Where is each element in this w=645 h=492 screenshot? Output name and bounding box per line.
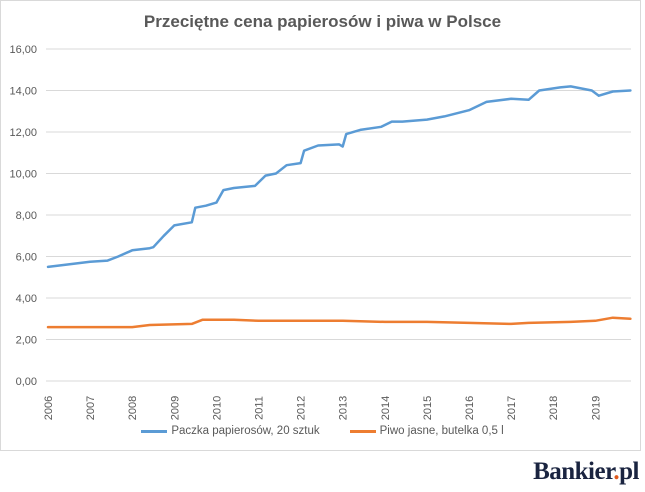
legend-swatch-cigarettes bbox=[141, 429, 168, 433]
x-tick-label: 2009 bbox=[169, 396, 181, 420]
x-tick-label: 2013 bbox=[338, 396, 350, 420]
y-tick-label: 0,00 bbox=[16, 376, 37, 388]
y-tick-label: 12,00 bbox=[9, 127, 37, 139]
bankier-logo: Bankier.pl bbox=[533, 458, 639, 485]
legend-swatch-beer bbox=[349, 429, 376, 433]
x-tick-label: 2018 bbox=[548, 396, 560, 420]
y-tick-label: 2,00 bbox=[16, 335, 37, 347]
x-tick-label: 2011 bbox=[254, 396, 266, 420]
series-line-cigarettes bbox=[46, 85, 632, 269]
chart-title: Przeciętne cena papierosów i piwa w Pols… bbox=[143, 12, 502, 31]
y-tick-label: 16,00 bbox=[9, 44, 37, 56]
y-tick-label: 10,00 bbox=[9, 169, 37, 181]
x-tick-label: 2010 bbox=[211, 396, 223, 420]
series-line-beer bbox=[46, 316, 632, 329]
x-tick-label: 2014 bbox=[380, 396, 392, 420]
y-tick-label: 14,00 bbox=[9, 86, 37, 98]
chart-frame bbox=[0, 0, 641, 451]
x-tick-label: 2012 bbox=[296, 396, 308, 420]
x-tick-label: 2007 bbox=[85, 396, 97, 420]
x-tick-label: 2008 bbox=[127, 396, 139, 420]
y-tick-label: 8,00 bbox=[16, 210, 37, 222]
legend-label-cigarettes: Paczka papierosów, 20 sztuk bbox=[171, 425, 320, 437]
legend: Paczka papierosów, 20 sztuk Piwo jasne, … bbox=[0, 425, 645, 437]
x-tick-label: 2016 bbox=[464, 396, 476, 420]
x-tick-label: 2019 bbox=[590, 396, 602, 420]
y-tick-label: 6,00 bbox=[16, 252, 37, 264]
y-tick-label: 4,00 bbox=[16, 293, 37, 305]
legend-label-beer: Piwo jasne, butelka 0,5 l bbox=[379, 425, 504, 437]
legend-item-cigarettes: Paczka papierosów, 20 sztuk bbox=[141, 425, 320, 437]
x-tick-label: 2017 bbox=[506, 396, 518, 420]
legend-item-beer: Piwo jasne, butelka 0,5 l bbox=[349, 425, 504, 437]
x-tick-label: 2006 bbox=[43, 396, 55, 420]
x-tick-label: 2015 bbox=[422, 396, 434, 420]
line-chart: 0,00 2,00 4,00 6,00 8,00 10,00 12,00 14,00 16,00… bbox=[9, 44, 632, 420]
